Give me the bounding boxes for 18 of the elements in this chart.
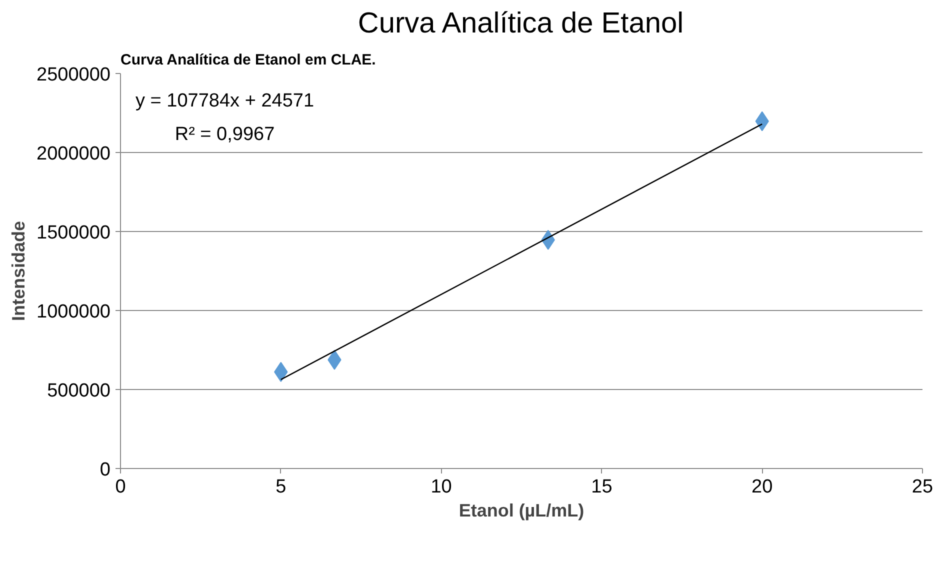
y-tick-label: 1500000 xyxy=(36,222,110,244)
y-axis-title: Intensidade xyxy=(8,220,29,322)
x-tick-label: 15 xyxy=(591,476,612,498)
x-tick-label: 10 xyxy=(430,476,452,498)
text: Curva Analítica de Etanol em CLAE. xyxy=(120,52,376,68)
annotation: y = 107784x + 24571 xyxy=(135,90,314,112)
chart-title: Curva Analítica de Etanol xyxy=(358,8,684,40)
x-tick-label: 20 xyxy=(752,476,773,498)
annotation: R² = 0,9967 xyxy=(174,124,275,146)
x-tick-label: 5 xyxy=(276,476,286,498)
y-tick-label: 2500000 xyxy=(36,64,110,86)
y-tick-label: 1000000 xyxy=(36,302,110,322)
y-tick-label: 500000 xyxy=(47,380,111,402)
x-tick-label: 0 xyxy=(115,476,126,498)
x-tick-label: 25 xyxy=(912,476,934,498)
x-axis-title: Etanol (µL/mL) xyxy=(458,500,584,520)
y-tick-label: 0 xyxy=(100,460,111,480)
y-tick-label: 2000000 xyxy=(36,144,110,164)
